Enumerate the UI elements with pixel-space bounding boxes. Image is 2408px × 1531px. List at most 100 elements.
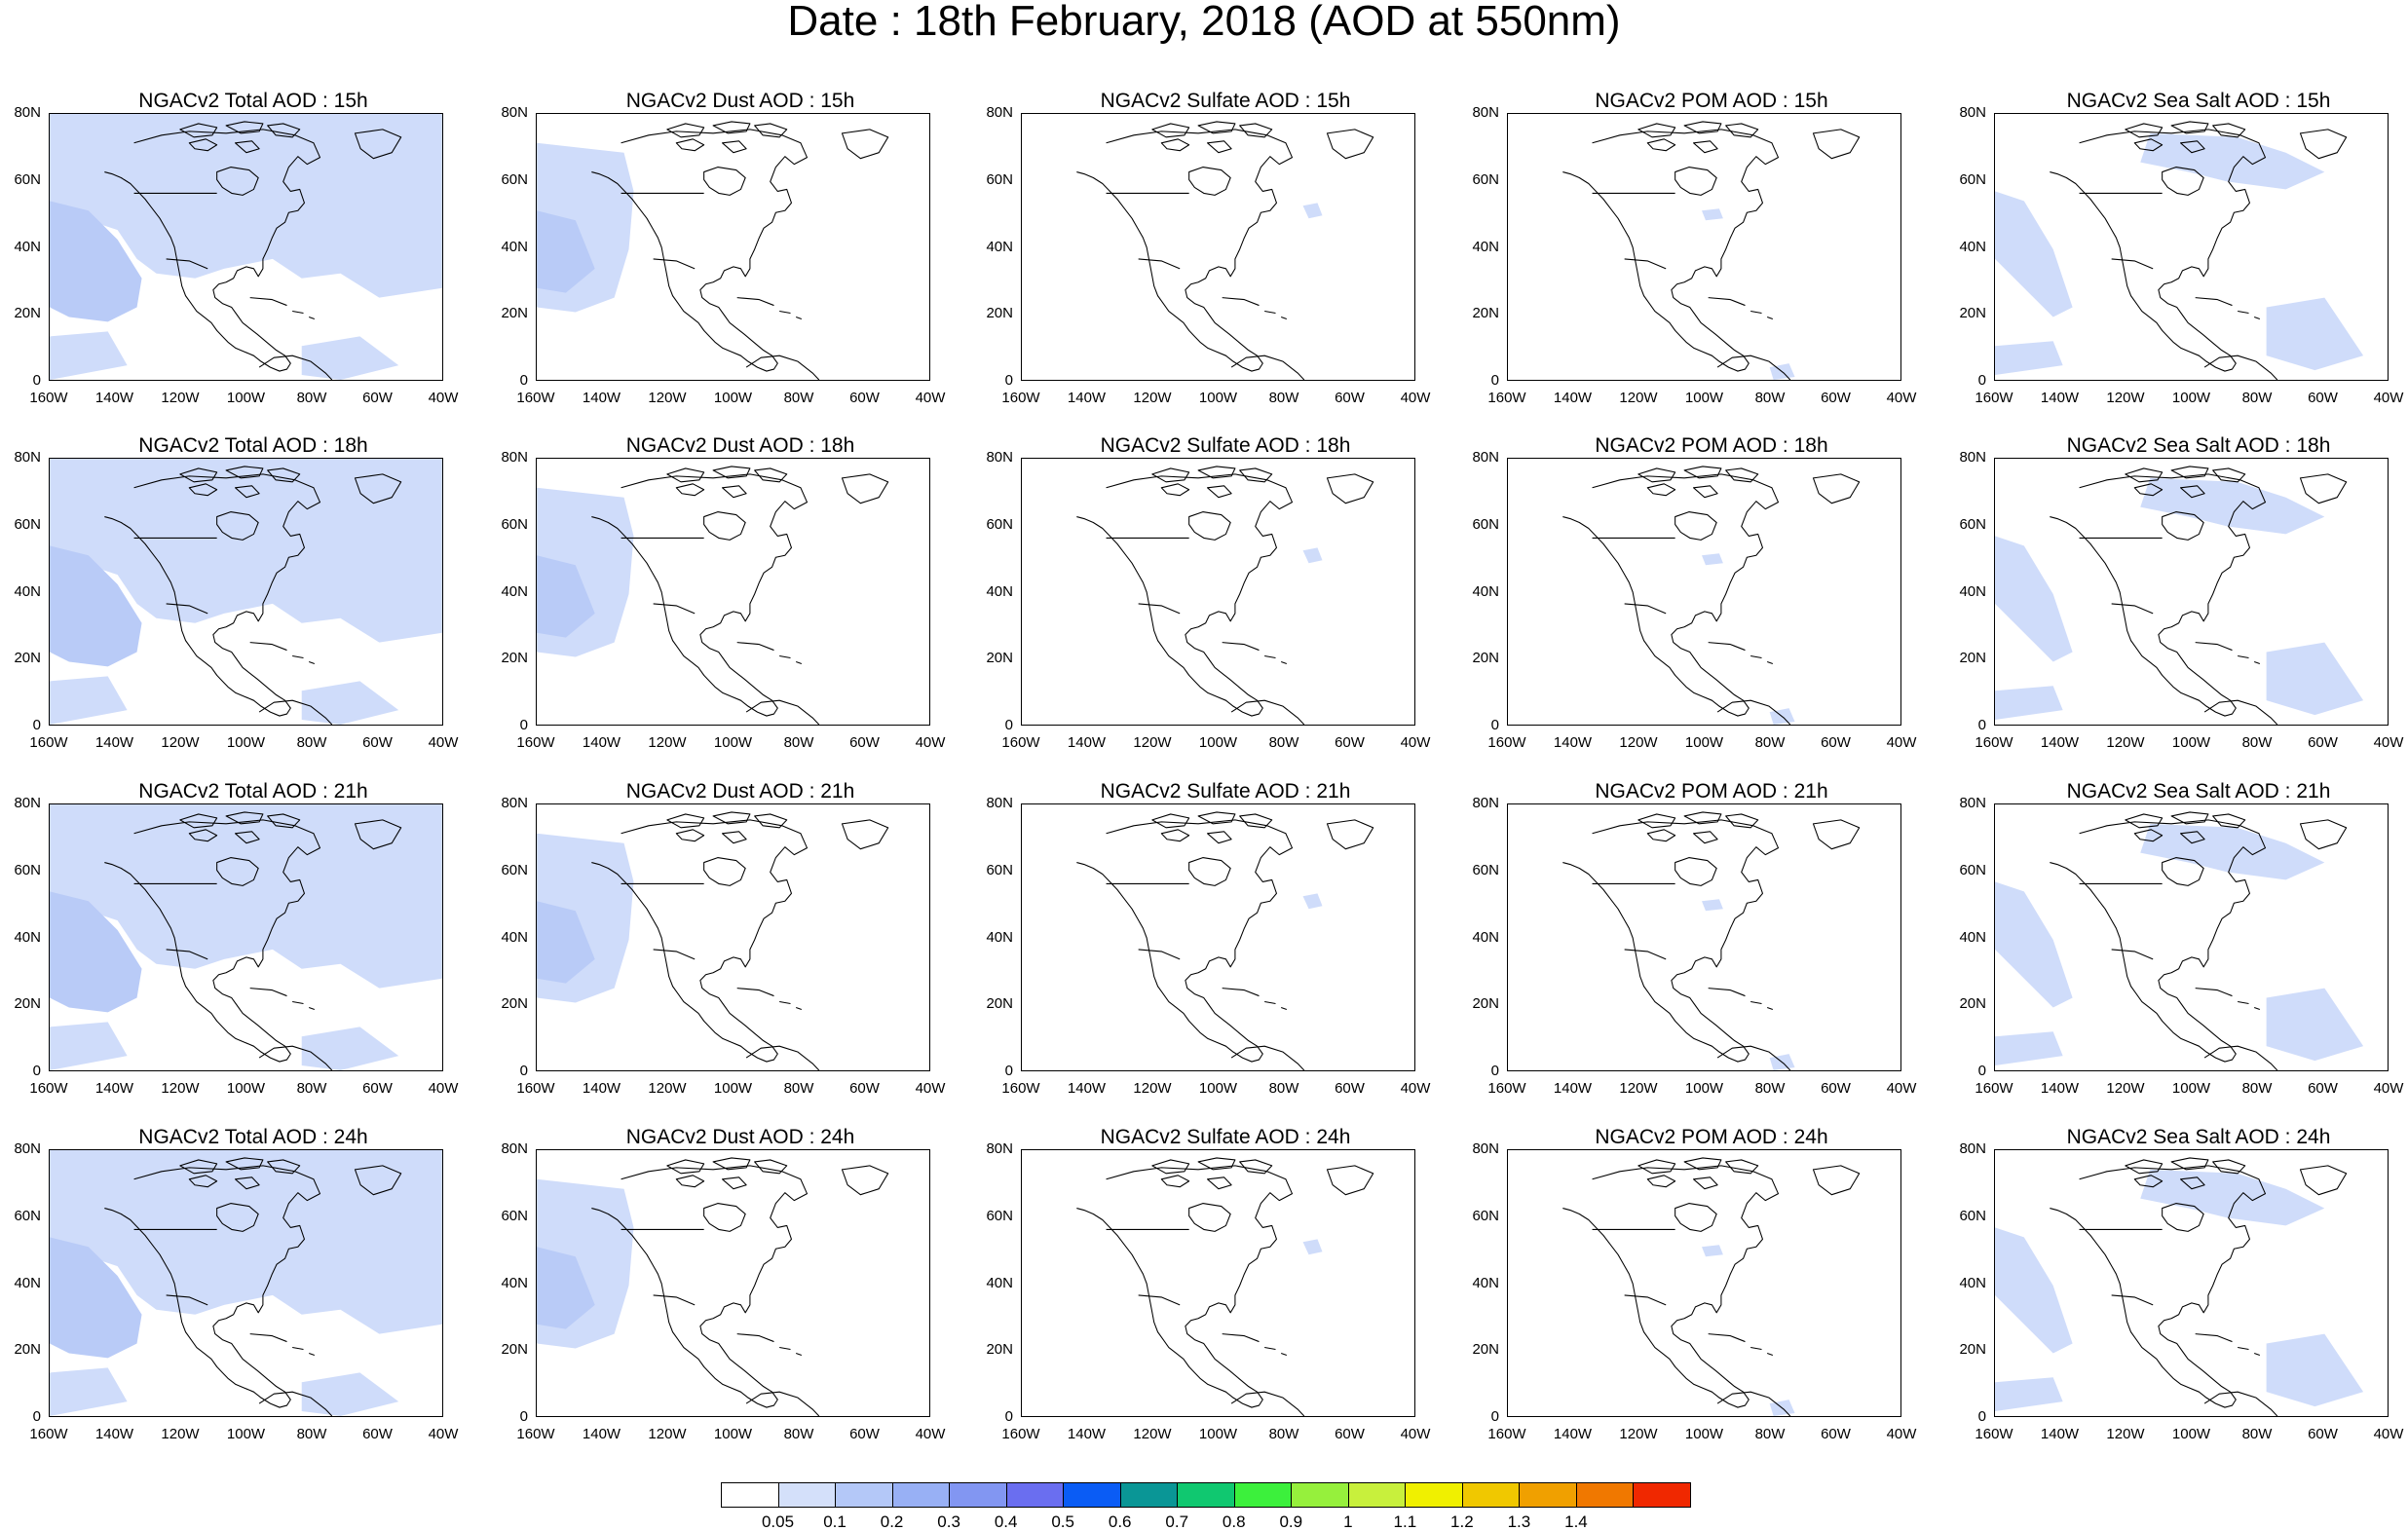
- lon-tick-label: 120W: [648, 1080, 687, 1097]
- lat-tick-label: 40N: [1472, 928, 1499, 946]
- lat-tick-label: 80N: [1472, 104, 1499, 121]
- lon-tick-label: 80W: [1754, 734, 1786, 751]
- lon-tick-label: 160W: [516, 1426, 555, 1442]
- panel-title: NGACv2 Sea Salt AOD : 21h: [2066, 780, 2331, 803]
- lon-tick-label: 60W: [362, 1426, 393, 1442]
- lon-tick-label: 120W: [1619, 1080, 1658, 1097]
- map-area: [1021, 803, 1415, 1071]
- colorbar-box: [1005, 1482, 1065, 1508]
- lon-tick-label: 160W: [1487, 390, 1526, 406]
- lat-tick-label: 0: [32, 372, 41, 389]
- lat-tick-label: 40N: [14, 238, 41, 255]
- lat-tick-label: 80N: [14, 449, 41, 466]
- lon-tick-label: 80W: [296, 390, 327, 406]
- lat-tick-label: 80N: [1472, 795, 1499, 811]
- lon-tick-label: 100W: [713, 390, 753, 406]
- lat-tick-label: 40N: [986, 582, 1013, 600]
- lat-tick-label: 60N: [14, 1207, 41, 1224]
- lon-tick-label: 100W: [1684, 734, 1724, 751]
- lat-tick-label: 0: [1004, 1408, 1013, 1425]
- lat-tick-label: 60N: [501, 1207, 528, 1224]
- colorbar-box: [1119, 1482, 1179, 1508]
- lat-tick-label: 40N: [1472, 582, 1499, 600]
- lon-tick-label: 80W: [296, 1080, 327, 1097]
- lon-tick-label: 160W: [1487, 1426, 1526, 1442]
- lon-tick-label: 80W: [1268, 1426, 1299, 1442]
- colorbar-tick-label: 1.3: [1507, 1512, 1531, 1531]
- lat-tick-label: 40N: [501, 582, 528, 600]
- lon-tick-label: 140W: [1067, 390, 1107, 406]
- lon-tick-label: 80W: [1754, 1426, 1786, 1442]
- lat-tick-label: 20N: [1959, 305, 1986, 322]
- lon-tick-label: 120W: [1619, 1426, 1658, 1442]
- lat-tick-label: 60N: [1959, 1207, 1986, 1224]
- lon-tick-label: 120W: [648, 1426, 687, 1442]
- map-area: [1021, 113, 1415, 381]
- lon-tick-label: 80W: [296, 734, 327, 751]
- map-area: [1994, 458, 2389, 726]
- map-panel: NGACv2 Sulfate AOD : 15h 80N 60N 40N 20N 0 16…: [972, 90, 1459, 411]
- lon-tick-label: 80W: [2241, 734, 2273, 751]
- lon-tick-label: 40W: [1886, 1080, 1917, 1097]
- lon-tick-label: 40W: [1400, 390, 1431, 406]
- lon-tick-label: 60W: [2308, 390, 2338, 406]
- lon-tick-label: 80W: [783, 1080, 814, 1097]
- lon-tick-label: 40W: [1400, 1080, 1431, 1097]
- lat-tick-label: 60N: [986, 170, 1013, 188]
- lon-tick-label: 100W: [226, 1426, 266, 1442]
- lat-tick-label: 20N: [501, 1341, 528, 1359]
- lon-tick-label: 40W: [915, 734, 946, 751]
- lon-tick-label: 60W: [849, 734, 880, 751]
- lat-tick-label: 0: [32, 717, 41, 733]
- lon-tick-label: 100W: [713, 1426, 753, 1442]
- lat-tick-label: 20N: [14, 305, 41, 322]
- lat-tick-label: 80N: [986, 795, 1013, 811]
- lat-tick-label: 0: [1004, 1063, 1013, 1079]
- lon-tick-label: 140W: [2040, 390, 2080, 406]
- colorbar-tick-label: 1.2: [1450, 1512, 1474, 1531]
- panel-title: NGACv2 Sulfate AOD : 18h: [1100, 434, 1351, 457]
- lat-tick-label: 60N: [1472, 170, 1499, 188]
- panel-title: NGACv2 Dust AOD : 21h: [625, 780, 855, 803]
- colorbar-tick-label: 0.5: [1051, 1512, 1074, 1531]
- lat-tick-label: 60N: [501, 170, 528, 188]
- lat-tick-label: 40N: [986, 1274, 1013, 1291]
- lon-tick-label: 80W: [1754, 390, 1786, 406]
- map-area: [1021, 1149, 1415, 1417]
- colorbar-tick-label: 1: [1343, 1512, 1353, 1531]
- lat-tick-label: 0: [32, 1408, 41, 1425]
- lon-tick-label: 160W: [1001, 1080, 1040, 1097]
- lat-tick-label: 60N: [986, 1207, 1013, 1224]
- map-panel: NGACv2 Total AOD : 21h 80N 60N 40N 20N 0 160W…: [0, 780, 487, 1102]
- lon-tick-label: 160W: [516, 734, 555, 751]
- lat-tick-label: 20N: [1472, 650, 1499, 667]
- lat-tick-label: 80N: [14, 104, 41, 121]
- lat-tick-label: 60N: [501, 861, 528, 878]
- lon-tick-label: 60W: [849, 1426, 880, 1442]
- lon-tick-label: 160W: [1001, 734, 1040, 751]
- lat-tick-label: 80N: [501, 1140, 528, 1157]
- colorbar-tick-label: 0.3: [937, 1512, 960, 1531]
- lat-tick-label: 20N: [1472, 305, 1499, 322]
- lat-tick-label: 60N: [1472, 515, 1499, 533]
- lat-tick-label: 80N: [1472, 1140, 1499, 1157]
- lat-tick-label: 0: [32, 1063, 41, 1079]
- lon-tick-label: 160W: [29, 1080, 68, 1097]
- lon-tick-label: 140W: [582, 734, 621, 751]
- lat-tick-label: 40N: [14, 928, 41, 946]
- colorbar-box: [949, 1482, 1007, 1508]
- colorbar-box: [835, 1482, 893, 1508]
- lat-tick-label: 60N: [14, 861, 41, 878]
- lat-tick-label: 0: [1490, 372, 1499, 389]
- map-area: [1507, 1149, 1901, 1417]
- lon-tick-label: 120W: [2106, 734, 2145, 751]
- map-panel: NGACv2 Sulfate AOD : 24h 80N 60N 40N 20N 0 16…: [972, 1126, 1459, 1447]
- lon-tick-label: 120W: [648, 734, 687, 751]
- lon-tick-label: 40W: [915, 1080, 946, 1097]
- lon-tick-label: 100W: [226, 734, 266, 751]
- lon-tick-label: 120W: [1619, 390, 1658, 406]
- lat-tick-label: 60N: [501, 515, 528, 533]
- colorbar-box: [1063, 1482, 1121, 1508]
- lon-tick-label: 60W: [362, 1080, 393, 1097]
- panel-title: NGACv2 Dust AOD : 24h: [625, 1126, 855, 1148]
